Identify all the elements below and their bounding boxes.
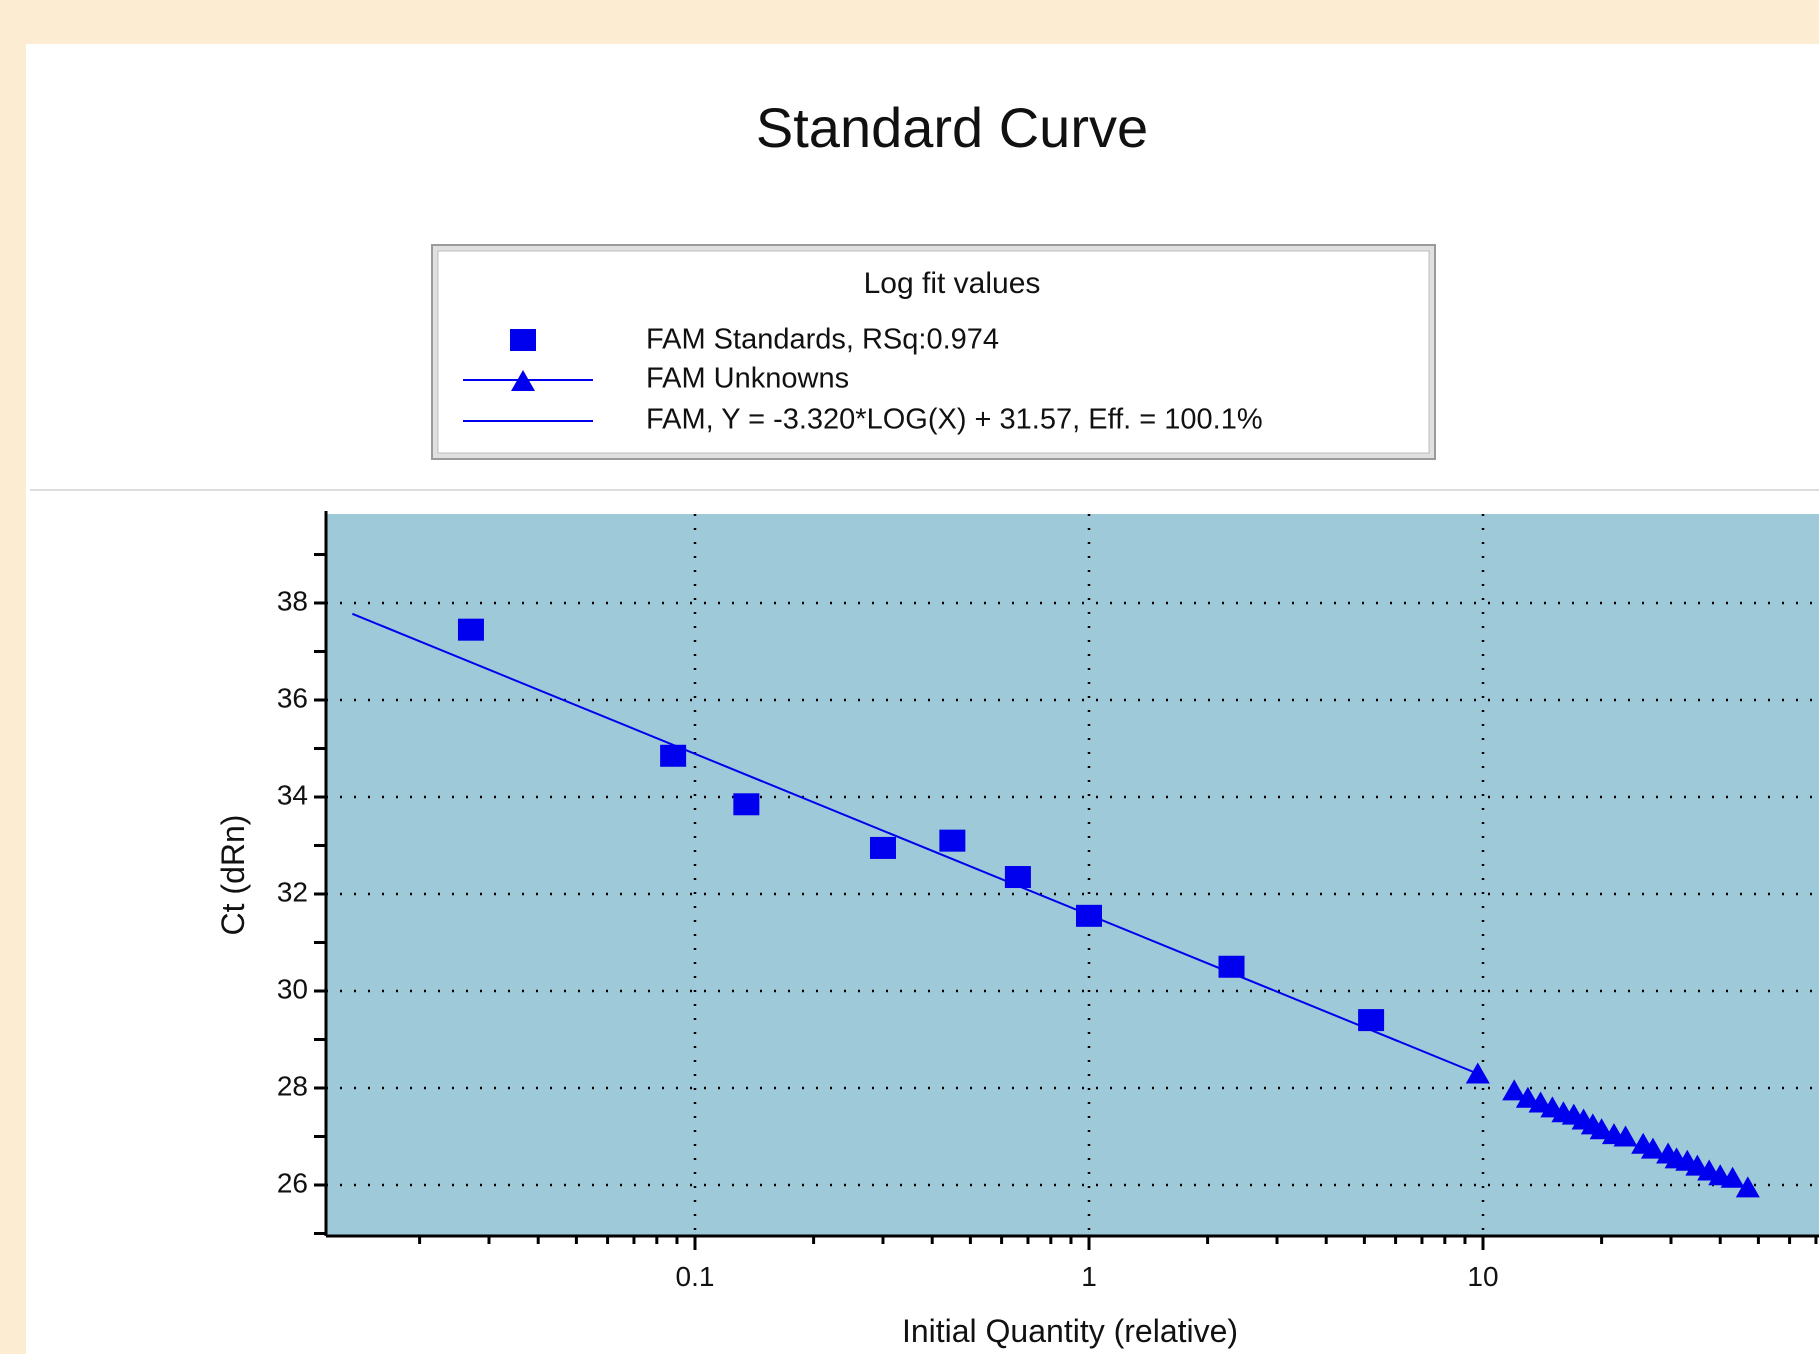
unknown-point: [1465, 1062, 1490, 1084]
x-tick-label: 0.1: [676, 1261, 715, 1292]
y-tick-label: 30: [277, 973, 308, 1004]
chart-title: Standard Curve: [756, 96, 1148, 159]
y-axis-label: Ct (dRn): [215, 815, 251, 936]
standard-point: [869, 836, 896, 859]
legend-entry-fit: FAM, Y = -3.320*LOG(X) + 31.57, Eff. = 1…: [646, 404, 1263, 436]
fit-line: [351, 612, 1484, 1077]
data-markers: [457, 618, 1760, 1198]
y-tick-label: 36: [277, 682, 308, 713]
unknown-point: [1515, 1086, 1540, 1108]
x-tick-label: 10: [1467, 1261, 1498, 1292]
unknown-point: [1589, 1118, 1614, 1140]
unknown-point: [1502, 1079, 1527, 1101]
standard-point: [457, 618, 484, 641]
legend-triangle-marker: [511, 370, 535, 391]
legend-entry-standards: FAM Standards, RSq:0.974: [646, 324, 999, 356]
standard-point: [1358, 1009, 1385, 1032]
y-tick-label: 34: [277, 779, 308, 810]
y-tick-label: 28: [277, 1070, 308, 1101]
chart-panel: Standard Curve Log fit values FAM Standa…: [26, 44, 1819, 1354]
unknown-point: [1720, 1166, 1745, 1188]
fit-line-layer: [351, 612, 1484, 1077]
y-tick-label: 38: [277, 585, 308, 616]
unknown-point: [1613, 1125, 1638, 1147]
legend-entry-unknowns: FAM Unknowns: [646, 363, 849, 395]
legend: Log fit values FAM Standards, RSq:0.974 …: [431, 244, 1436, 460]
standard-point: [660, 744, 687, 767]
standard-curve-chart: Standard Curve Log fit values FAM Standa…: [30, 96, 1819, 1349]
standard-point: [1004, 866, 1031, 889]
standard-point: [1218, 955, 1245, 978]
y-tick-label: 26: [277, 1167, 308, 1198]
axes: 26 28 30 32 34 36 38 0.1 1 10: [277, 511, 1819, 1292]
unknown-point: [1735, 1176, 1760, 1198]
standard-point: [733, 793, 760, 816]
legend-title: Log fit values: [864, 267, 1041, 300]
x-tick-label: 1: [1081, 1261, 1097, 1292]
legend-square-marker: [510, 329, 536, 351]
x-axis-label: Initial Quantity (relative): [902, 1313, 1238, 1349]
unknown-point: [1640, 1137, 1665, 1159]
standard-point: [1076, 904, 1102, 927]
y-tick-label: 32: [277, 876, 308, 907]
standard-point: [939, 829, 966, 852]
